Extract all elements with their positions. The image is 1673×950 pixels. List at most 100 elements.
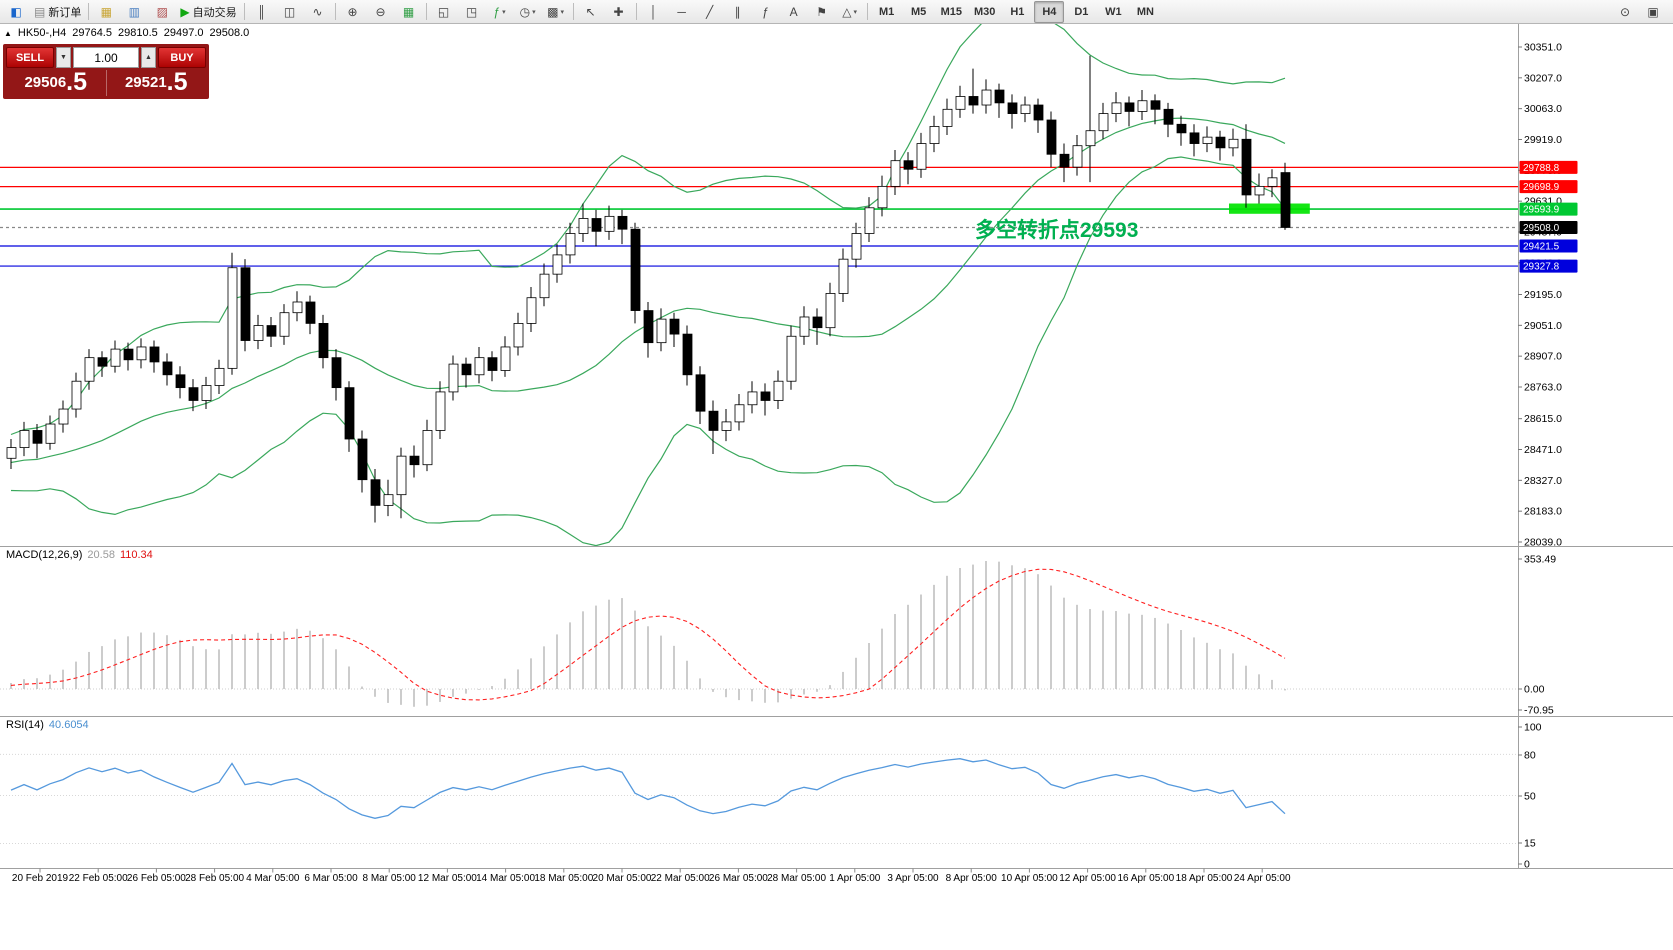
timeframe-m5-button[interactable]: M5	[910, 5, 927, 18]
zoom-out-button[interactable]: ⊖	[368, 1, 394, 23]
label-button[interactable]: ⚑	[809, 1, 835, 23]
candle	[422, 419, 433, 472]
bar-chart-button[interactable]: ║	[249, 1, 275, 23]
candle	[1046, 111, 1057, 168]
macd-signal-line	[10, 568, 1286, 701]
candle	[396, 447, 407, 519]
periods-dropdown[interactable]: ◷ ▾	[515, 1, 541, 23]
crosshair-icon: ✚	[613, 4, 624, 19]
time-axis-label: 1 Apr 05:00	[829, 873, 881, 884]
zoom-in-button[interactable]: ⊕	[340, 1, 366, 23]
vertical-line-button[interactable]: │	[641, 1, 667, 23]
buy-price-main: 29521	[124, 74, 167, 91]
cascade-windows-button[interactable]: ◳	[459, 1, 485, 23]
price-axis-label: 28763.0	[1524, 381, 1562, 393]
symbol-search-button[interactable]: ⊙	[1612, 1, 1638, 23]
candlestick-chart-button[interactable]: ◫	[277, 1, 303, 23]
new-order-button[interactable]: ▤ 新订单	[31, 1, 84, 23]
time-axis-label: 24 Apr 05:00	[1234, 873, 1291, 884]
support-badge	[1519, 239, 1578, 253]
fibonacci-button[interactable]: ƒ	[753, 1, 779, 23]
templates-icon: ▩	[547, 4, 559, 19]
price-axis-label: 30063.0	[1524, 103, 1562, 115]
indicators-dropdown[interactable]: ƒ ▾	[487, 1, 513, 23]
timeframe-m15-button[interactable]: M15	[940, 5, 962, 18]
toolbar-right: ⊙ ▣	[1611, 1, 1671, 23]
candle	[1241, 124, 1252, 208]
bollinger-upper-band[interactable]	[10, 6, 1286, 436]
candle	[968, 68, 979, 114]
symbol-info: ▲ HK50-,H4 29764.5 29810.5 29497.0 29508…	[4, 27, 249, 39]
text-icon: A	[789, 4, 798, 19]
price-axis-label: 28183.0	[1524, 506, 1562, 518]
zoom-out-icon: ⊖	[375, 4, 386, 19]
candle	[305, 295, 316, 335]
open-value: 29764.5	[72, 27, 112, 39]
rsi-axis-label: 15	[1524, 838, 1536, 850]
candle	[487, 351, 498, 382]
candle	[318, 314, 329, 369]
pivot-highlight-zone[interactable]	[1229, 203, 1310, 214]
buy-button[interactable]: BUY	[158, 47, 206, 68]
cursor-button[interactable]: ↖	[578, 1, 604, 23]
candle	[19, 421, 30, 457]
shapes-icon: △	[842, 4, 852, 19]
bollinger-middle-band[interactable]	[10, 117, 1286, 464]
channel-button[interactable]: ∥	[725, 1, 751, 23]
chart-window-button[interactable]: ▣	[1640, 1, 1666, 23]
candle	[825, 282, 836, 337]
pivot-annotation[interactable]: 多空转折点29593	[975, 218, 1138, 242]
toolbar-separator	[88, 3, 90, 20]
time-axis-label: 18 Apr 05:00	[1176, 873, 1233, 884]
autotrading-button[interactable]: ▶ 自动交易	[177, 1, 239, 23]
time-axis-label: 26 Mar 05:00	[709, 873, 768, 884]
candle	[1033, 98, 1044, 133]
pivot-badge	[1519, 202, 1578, 216]
templates-dropdown[interactable]: ▩ ▾	[543, 1, 569, 23]
candle	[162, 353, 173, 386]
grid-button[interactable]: ▦	[396, 1, 422, 23]
macd-axis-label: -70.95	[1524, 705, 1554, 717]
timeframe-w1-button[interactable]: W1	[1105, 5, 1122, 18]
candle	[110, 340, 121, 373]
trendline-button[interactable]: ╱	[697, 1, 723, 23]
terminal-button[interactable]: ▨	[149, 1, 175, 23]
price-axis-label: 28327.0	[1524, 475, 1562, 487]
current-price-badge	[1519, 220, 1578, 234]
data-window-button[interactable]: ▥	[121, 1, 147, 23]
timeframe-m1-button[interactable]: M1	[878, 5, 895, 18]
tile-windows-button[interactable]: ◱	[431, 1, 457, 23]
line-chart-button[interactable]: ∿	[305, 1, 331, 23]
toolbar-separator	[243, 3, 245, 20]
volume-input[interactable]	[73, 47, 139, 68]
shapes-dropdown[interactable]: △ ▾	[837, 1, 863, 23]
timeframe-mn-button[interactable]: MN	[1136, 5, 1154, 18]
sell-price[interactable]: 29506 .5	[6, 70, 106, 96]
crosshair-button[interactable]: ✚	[606, 1, 632, 23]
fibonacci-icon: ƒ	[762, 4, 769, 19]
candle	[942, 98, 953, 135]
candle	[734, 394, 745, 431]
close-value: 29508.0	[209, 27, 250, 39]
candle	[1254, 173, 1265, 204]
volume-up-button[interactable]: ▲	[141, 47, 156, 68]
timeframe-d1-button[interactable]: D1	[1074, 5, 1089, 18]
buy-price[interactable]: 29521 .5	[105, 70, 207, 96]
support-badge-label: 29327.8	[1523, 262, 1560, 273]
horizontal-line-button[interactable]: ─	[669, 1, 695, 23]
candle	[565, 222, 576, 264]
market-watch-button[interactable]: ▦	[93, 1, 119, 23]
timeframe-h4-button[interactable]: H4	[1034, 0, 1065, 23]
price-axis-label: 30351.0	[1524, 42, 1562, 54]
collapse-panel-icon[interactable]: ▲	[4, 28, 12, 38]
text-button[interactable]: A	[781, 1, 807, 23]
rsi-axis-label: 100	[1524, 722, 1542, 734]
candle	[500, 336, 511, 377]
timeframe-m30-button[interactable]: M30	[973, 5, 996, 18]
candle	[266, 316, 277, 347]
candle	[383, 479, 394, 517]
bollinger-lower-band[interactable]	[10, 156, 1286, 547]
sell-button[interactable]: SELL	[6, 47, 54, 68]
volume-down-button[interactable]: ▼	[56, 47, 71, 68]
timeframe-h1-button[interactable]: H1	[1010, 5, 1025, 18]
